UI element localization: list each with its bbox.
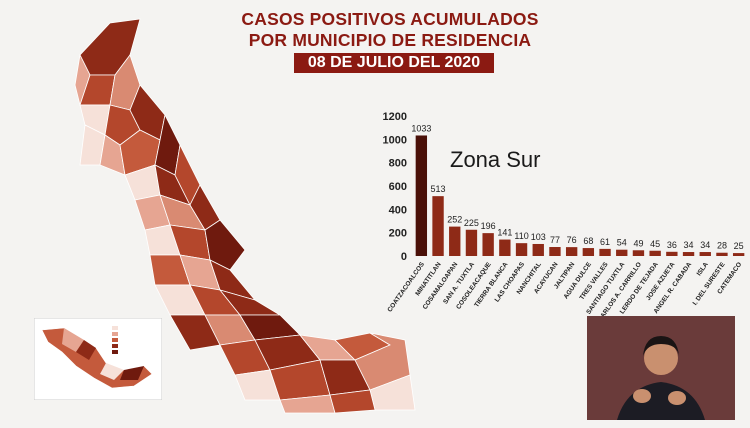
y-tick-label: 800 — [389, 158, 407, 170]
bar-value-label: 25 — [734, 241, 744, 251]
x-tick-label: ISLA — [696, 261, 710, 277]
bar — [649, 250, 661, 256]
bar-value-label: 1033 — [411, 123, 431, 133]
mexico-inset-map — [34, 318, 162, 400]
bar-value-label: 252 — [447, 215, 462, 225]
bars — [415, 135, 745, 256]
sign-language-interpreter — [587, 316, 735, 420]
y-tick-label: 200 — [389, 228, 407, 240]
veracruz-municipality-map — [74, 18, 416, 414]
bar — [449, 226, 461, 256]
bar-value-label: 61 — [600, 237, 610, 247]
bar — [666, 251, 678, 256]
bar — [699, 252, 711, 256]
chart-title: Zona Sur — [450, 147, 541, 172]
bar-value-label: 34 — [684, 240, 694, 250]
bar-value-label: 36 — [667, 240, 677, 250]
bar — [565, 247, 578, 256]
bar-value-label: 103 — [531, 232, 546, 242]
y-tick-label: 1000 — [383, 134, 407, 146]
bar — [732, 253, 745, 256]
bar — [599, 248, 611, 256]
bar — [632, 250, 645, 256]
bar-value-label: 76 — [567, 235, 577, 245]
bar-value-label: 49 — [633, 238, 643, 248]
bar-value-label: 110 — [514, 231, 528, 241]
bar-value-label: 196 — [481, 221, 496, 231]
bar — [465, 229, 478, 256]
bar — [515, 243, 528, 256]
y-tick-label: 400 — [389, 204, 407, 216]
bar-value-label: 34 — [700, 240, 710, 250]
page-title-line1: CASOS POSITIVOS ACUMULADOS — [241, 9, 539, 29]
bar — [716, 252, 728, 256]
bar-value-label: 54 — [617, 238, 627, 248]
bar — [549, 247, 561, 256]
y-tick-label: 0 — [401, 251, 407, 263]
bar — [616, 249, 628, 256]
bar-chart: 0 200 400 600 800 1000 1200 1033 513 252 225 19614… — [383, 111, 745, 320]
bar-value-label: 28 — [717, 241, 727, 251]
bar — [482, 233, 494, 256]
bar — [532, 243, 544, 256]
bar — [432, 196, 444, 256]
y-tick-label: 1200 — [383, 111, 407, 123]
bar — [499, 239, 511, 256]
bar — [582, 248, 595, 256]
y-axis: 0 200 400 600 800 1000 1200 — [383, 111, 407, 263]
bar — [415, 135, 428, 256]
date-banner: 08 DE JULIO DEL 2020 — [294, 53, 494, 73]
bar-value-label: 45 — [650, 239, 660, 249]
bar-value-label: 225 — [464, 218, 479, 228]
bar-value-label: 77 — [550, 235, 560, 245]
bar-value-label: 141 — [497, 228, 512, 238]
bar-value-label: 513 — [431, 184, 446, 194]
page-title-line2: POR MUNICIPIO DE RESIDENCIA — [248, 30, 532, 50]
bar — [682, 252, 695, 256]
y-tick-label: 600 — [389, 181, 407, 193]
bar-value-label: 68 — [583, 236, 593, 246]
